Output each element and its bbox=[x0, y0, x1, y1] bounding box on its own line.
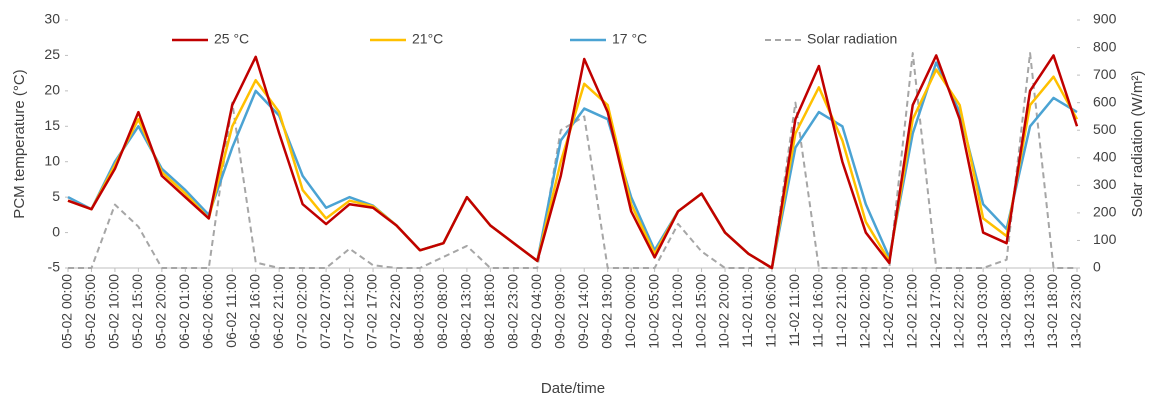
x-tick-label: 06-02 01:00 bbox=[176, 274, 192, 349]
x-tick-label: 09-02 09:00 bbox=[551, 274, 567, 349]
x-tick-label: 08-02 03:00 bbox=[411, 274, 427, 349]
x-tick-label: 12-02 07:00 bbox=[880, 274, 896, 349]
x-tick-label: 06-02 21:00 bbox=[270, 274, 286, 349]
x-tick-label: 06-02 06:00 bbox=[199, 274, 215, 349]
y2-tick-label: 200 bbox=[1093, 204, 1117, 220]
legend-label: 21°C bbox=[412, 31, 443, 47]
x-tick-label: 07-02 22:00 bbox=[387, 274, 403, 349]
y2-tick-label: 700 bbox=[1093, 66, 1117, 82]
y-tick-label: 10 bbox=[44, 152, 60, 168]
y2-tick-label: 800 bbox=[1093, 38, 1117, 54]
x-tick-label: 08-02 18:00 bbox=[481, 274, 497, 349]
legend-label: Solar radiation bbox=[807, 31, 897, 47]
x-tick-label: 07-02 02:00 bbox=[293, 274, 309, 349]
x-tick-label: 13-02 03:00 bbox=[974, 274, 990, 349]
y2-tick-label: 500 bbox=[1093, 121, 1117, 137]
y2-tick-label: 600 bbox=[1093, 93, 1117, 109]
x-tick-label: 07-02 07:00 bbox=[317, 274, 333, 349]
x-tick-label: 10-02 15:00 bbox=[692, 274, 708, 349]
y2-axis-title: Solar radiation (W/m²) bbox=[1129, 71, 1146, 218]
x-tick-label: 10-02 10:00 bbox=[669, 274, 685, 349]
y2-tick-label: 900 bbox=[1093, 11, 1117, 27]
x-tick-label: 12-02 17:00 bbox=[927, 274, 943, 349]
y2-tick-label: 0 bbox=[1093, 259, 1101, 275]
x-tick-label: 09-02 14:00 bbox=[575, 274, 591, 349]
x-tick-label: 05-02 00:00 bbox=[59, 274, 75, 349]
x-tick-label: 13-02 18:00 bbox=[1044, 274, 1060, 349]
x-tick-label: 10-02 00:00 bbox=[622, 274, 638, 349]
x-tick-label: 13-02 08:00 bbox=[997, 274, 1013, 349]
x-tick-label: 12-02 22:00 bbox=[950, 274, 966, 349]
x-tick-label: 13-02 13:00 bbox=[1021, 274, 1037, 349]
y-tick-label: 20 bbox=[44, 82, 60, 98]
legend-label: 17 °C bbox=[612, 31, 647, 47]
x-tick-label: 12-02 12:00 bbox=[903, 274, 919, 349]
x-tick-label: 09-02 19:00 bbox=[598, 274, 614, 349]
x-tick-label: 06-02 16:00 bbox=[246, 274, 262, 349]
y-axis-title: PCM temperature (°C) bbox=[11, 69, 28, 218]
x-tick-label: 09-02 04:00 bbox=[528, 274, 544, 349]
y2-tick-label: 400 bbox=[1093, 148, 1117, 164]
y2-tick-label: 300 bbox=[1093, 176, 1117, 192]
x-tick-label: 11-02 06:00 bbox=[763, 274, 779, 348]
x-tick-label: 06-02 11:00 bbox=[223, 274, 239, 348]
x-tick-label: 10-02 20:00 bbox=[716, 274, 732, 349]
x-tick-label: 10-02 05:00 bbox=[645, 274, 661, 349]
x-tick-label: 08-02 08:00 bbox=[434, 274, 450, 349]
y2-tick-label: 100 bbox=[1093, 231, 1117, 247]
y-tick-label: -5 bbox=[48, 259, 61, 275]
legend-label: 25 °C bbox=[214, 31, 249, 47]
x-tick-label: 11-02 16:00 bbox=[810, 274, 826, 348]
x-tick-label: 11-02 01:00 bbox=[739, 274, 755, 348]
x-tick-label: 05-02 05:00 bbox=[82, 274, 98, 349]
x-tick-label: 07-02 17:00 bbox=[364, 274, 380, 349]
x-tick-label: 11-02 11:00 bbox=[786, 274, 802, 347]
x-tick-label: 07-02 12:00 bbox=[340, 274, 356, 349]
x-tick-label: 08-02 13:00 bbox=[458, 274, 474, 349]
x-tick-label: 13-02 23:00 bbox=[1068, 274, 1084, 349]
x-tick-label: 12-02 02:00 bbox=[857, 274, 873, 349]
x-tick-label: 08-02 23:00 bbox=[505, 274, 521, 349]
series-line bbox=[68, 52, 1077, 269]
x-tick-label: 05-02 10:00 bbox=[106, 274, 122, 349]
x-tick-label: 11-02 21:00 bbox=[833, 274, 849, 348]
y-tick-label: 15 bbox=[44, 117, 60, 133]
y-tick-label: 30 bbox=[44, 11, 60, 27]
x-axis-title: Date/time bbox=[541, 380, 605, 397]
y-tick-label: 25 bbox=[44, 46, 60, 62]
x-tick-label: 05-02 20:00 bbox=[153, 274, 169, 349]
series-line bbox=[67, 54, 1079, 270]
y-tick-label: 5 bbox=[52, 188, 60, 204]
y-tick-label: 0 bbox=[52, 223, 60, 239]
x-tick-label: 05-02 15:00 bbox=[129, 274, 145, 349]
